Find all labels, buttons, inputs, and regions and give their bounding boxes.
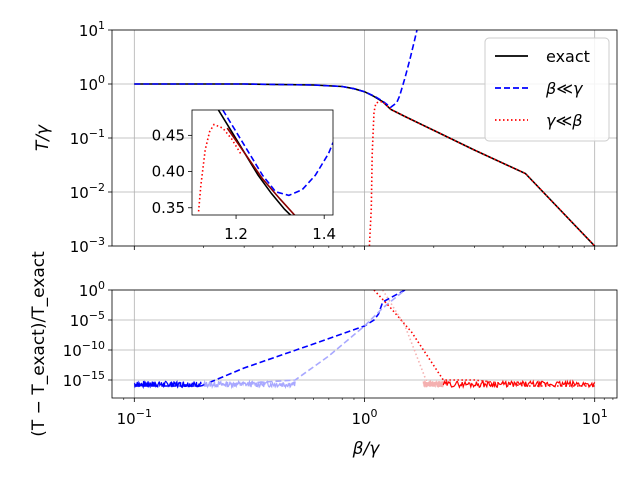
inset-panel: 1.2 1.4 0.35 0.40 0.45	[152, 109, 337, 243]
residual-series-1	[200, 290, 406, 387]
legend-beta-ll-gamma: β≪γ	[545, 79, 584, 98]
residual-ytick-label-2: 10−10	[63, 339, 105, 360]
legend: exact β≪γ γ≪β	[484, 37, 610, 142]
main-ticks	[108, 29, 596, 250]
residual-ticks	[108, 289, 614, 402]
inset-series	[197, 110, 333, 215]
legend-exact: exact	[546, 47, 590, 66]
residual-xtick-labels: 10−1 100 101	[117, 407, 608, 428]
residual-noise-lightred	[422, 379, 444, 388]
main-ytick-label-4: 10−3	[70, 235, 105, 256]
residual-ylabel: (T − T_exact)/T_exact	[29, 251, 49, 437]
residual-series-2	[203, 290, 406, 387]
residual-ytick-labels: 100 10−5 10−10 10−15	[63, 279, 105, 390]
main-ytick-label-2: 10−1	[70, 127, 105, 148]
inset-series-1	[226, 127, 296, 215]
inset-ytick-label-1: 0.40	[152, 163, 185, 181]
main-series-1	[134, 30, 418, 109]
main-ytick-label-3: 10−2	[70, 181, 105, 202]
inset-ytick-label-0: 0.35	[152, 199, 185, 217]
inset-xtick-label-1: 1.4	[312, 225, 336, 243]
legend-gamma-ll-beta: γ≪β	[546, 111, 582, 130]
residual-ytick-label-1: 10−5	[70, 309, 105, 330]
main-ytick-label-0: 101	[79, 19, 105, 40]
inset-xtick-label-0: 1.2	[224, 225, 248, 243]
main-ytick-label-1: 100	[79, 73, 105, 94]
inset-series-2	[222, 110, 333, 197]
residual-xlabel: β/γ	[352, 439, 381, 459]
inset-ticks: 1.2 1.4 0.35 0.40 0.45	[152, 126, 337, 243]
main-ytick-labels: 101 100 10−1 10−2 10−3	[70, 19, 105, 256]
main-ylabel: T/γ	[33, 124, 53, 151]
residual-ytick-label-0: 100	[79, 279, 105, 300]
residual-series	[133, 290, 596, 390]
inset-series-3	[197, 123, 242, 212]
residual-noise-red	[442, 379, 596, 389]
residual-noise-blue	[133, 380, 202, 390]
inset-ytick-label-2: 0.45	[152, 126, 185, 144]
residual-xtick-label-1: 100	[351, 407, 377, 428]
residual-xtick-label-2: 101	[582, 407, 608, 428]
residual-ytick-label-3: 10−15	[63, 369, 105, 390]
inset-frame	[191, 109, 334, 216]
main-series	[134, 30, 596, 246]
inset-series-0	[217, 110, 292, 215]
residual-panel: 100 10−5 10−10 10−15 10−1 100 101 (T − T_exac…	[29, 251, 618, 459]
residual-xtick-label-0: 10−1	[117, 407, 152, 428]
residual-noise-lightblue	[203, 379, 296, 390]
